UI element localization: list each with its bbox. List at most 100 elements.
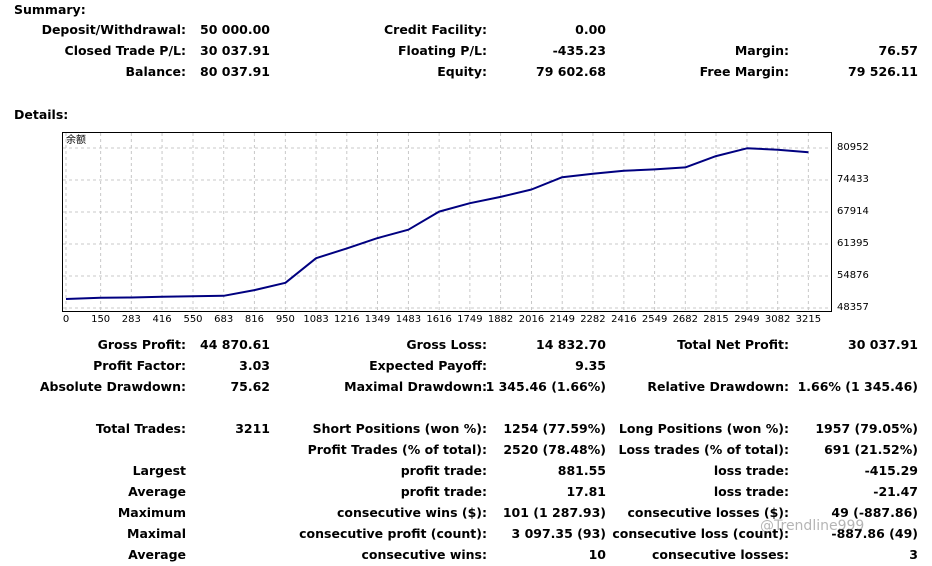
stat-label: Relative Drawdown:	[647, 379, 789, 394]
trade-mid-value: 10	[588, 547, 606, 562]
x-tick-label: 3215	[795, 314, 822, 325]
chart-frame	[62, 132, 832, 312]
trade-right-label: loss trade:	[713, 463, 789, 478]
trade-mid-label: profit trade:	[400, 463, 487, 478]
summary-label: Closed Trade P/L:	[64, 43, 186, 58]
trade-right-value: 3	[909, 547, 918, 562]
trade-mid-value: 17.81	[566, 484, 606, 499]
x-tick-label: 3082	[764, 314, 791, 325]
summary-label: Deposit/Withdrawal:	[41, 22, 186, 37]
balance-chart-svg	[62, 132, 832, 312]
total-trades-label: Total Trades:	[95, 421, 186, 436]
y-tick-label: 67914	[837, 206, 869, 217]
stat-label: Profit Factor:	[93, 358, 186, 373]
summary-value: 79 526.11	[848, 64, 918, 79]
y-tick-label: 61395	[837, 238, 869, 249]
trade-mid-label: Short Positions (won %):	[312, 421, 487, 436]
summary-label: Margin:	[734, 43, 789, 58]
trade-right-value: 49 (-887.86)	[831, 505, 918, 520]
trade-mid-label: profit trade:	[400, 484, 487, 499]
trade-row-heading: Average	[128, 484, 186, 499]
x-tick-label: 550	[183, 314, 203, 325]
summary-value: 79 602.68	[536, 64, 606, 79]
x-tick-label: 816	[244, 314, 264, 325]
trade-mid-value: 3 097.35 (93)	[511, 526, 606, 541]
trade-mid-value: 2520 (78.48%)	[503, 442, 606, 457]
stat-value: 44 870.61	[200, 337, 270, 352]
summary-value: 50 000.00	[200, 22, 270, 37]
balance-chart	[62, 132, 832, 312]
trade-right-value: 1957 (79.05%)	[815, 421, 918, 436]
x-tick-label: 1749	[457, 314, 483, 325]
summary-value: 76.57	[878, 43, 918, 58]
stat-value: 1.66% (1 345.46)	[797, 379, 918, 394]
summary-label: Credit Facility:	[383, 22, 487, 37]
trade-row-heading: Largest	[132, 463, 186, 478]
stat-value: 3.03	[239, 358, 270, 373]
trade-right-value: -887.86 (49)	[831, 526, 918, 541]
x-tick-label: 2149	[549, 314, 575, 325]
x-tick-label: 1349	[364, 314, 391, 325]
stat-label: Gross Loss:	[406, 337, 487, 352]
x-tick-label: 1616	[426, 314, 452, 325]
stat-value: 9.35	[575, 358, 606, 373]
trade-row-heading: Maximal	[127, 526, 186, 541]
summary-title: Summary:	[14, 2, 86, 17]
trade-row-heading: Maximum	[117, 505, 186, 520]
summary-label: Balance:	[125, 64, 186, 79]
stat-value: 14 832.70	[536, 337, 606, 352]
details-title: Details:	[14, 107, 69, 122]
trade-mid-label: consecutive wins:	[361, 547, 487, 562]
trade-right-value: -21.47	[873, 484, 918, 499]
x-tick-label: 2815	[703, 314, 729, 325]
stat-label: Expected Payoff:	[369, 358, 487, 373]
x-tick-label: 683	[214, 314, 234, 325]
y-tick-label: 74433	[837, 174, 869, 185]
x-tick-label: 2549	[641, 314, 668, 325]
trade-right-label: Loss trades (% of total):	[618, 442, 789, 457]
trade-right-value: -415.29	[864, 463, 918, 478]
summary-value: 80 037.91	[200, 64, 270, 79]
stat-label: Absolute Drawdown:	[39, 379, 186, 394]
trade-mid-value: 881.55	[557, 463, 606, 478]
summary-label: Floating P/L:	[398, 43, 487, 58]
x-tick-label: 2682	[672, 314, 699, 325]
trade-right-label: Long Positions (won %):	[618, 421, 789, 436]
summary-label: Free Margin:	[699, 64, 789, 79]
x-tick-label: 950	[275, 314, 295, 325]
stat-value: 30 037.91	[848, 337, 918, 352]
x-tick-label: 283	[121, 314, 141, 325]
stat-value: 1 345.46 (1.66%)	[485, 379, 606, 394]
trade-mid-value: 1254 (77.59%)	[503, 421, 606, 436]
x-tick-label: 2282	[580, 314, 606, 325]
trade-right-value: 691 (21.52%)	[824, 442, 918, 457]
trade-mid-label: consecutive wins ($):	[336, 505, 487, 520]
stat-label: Gross Profit:	[97, 337, 186, 352]
trade-mid-label: Profit Trades (% of total):	[307, 442, 487, 457]
watermark: @Trendline999	[760, 518, 865, 534]
trade-right-label: consecutive losses ($):	[627, 505, 789, 520]
x-tick-label: 2016	[518, 314, 545, 325]
trade-mid-label: consecutive profit (count):	[299, 526, 487, 541]
x-tick-label: 1216	[334, 314, 360, 325]
balance-series-line	[65, 147, 809, 300]
x-tick-label: 0	[62, 314, 70, 325]
summary-value: 30 037.91	[200, 43, 270, 58]
stat-value: 75.62	[230, 379, 270, 394]
trade-row-heading: Average	[128, 547, 186, 562]
trade-right-label: loss trade:	[713, 484, 789, 499]
x-tick-label: 2949	[734, 314, 760, 325]
y-tick-label: 48357	[837, 302, 869, 313]
y-tick-label: 54876	[837, 270, 869, 281]
summary-label: Equity:	[437, 64, 487, 79]
total-trades-value: 3211	[235, 421, 270, 436]
x-tick-label: 150	[91, 314, 111, 325]
y-tick-label: 80952	[837, 142, 869, 153]
x-tick-label: 1882	[487, 314, 514, 325]
stat-label: Maximal Drawdown:	[344, 379, 487, 394]
trade-right-label: consecutive loss (count):	[612, 526, 789, 541]
chart-series-label: 余额	[66, 135, 86, 146]
summary-value: 0.00	[575, 22, 606, 37]
x-tick-label: 2416	[611, 314, 637, 325]
x-tick-label: 1083	[303, 314, 329, 325]
